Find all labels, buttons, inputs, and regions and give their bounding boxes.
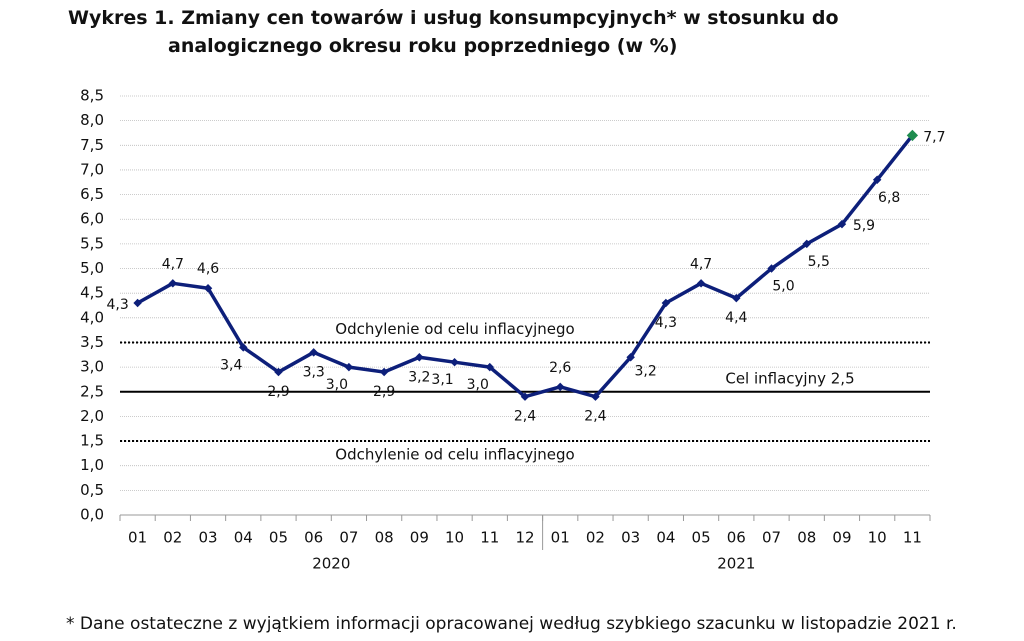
data-label: 3,0 xyxy=(467,377,489,393)
data-label: 2,6 xyxy=(549,360,571,376)
x-tick-label: 03 xyxy=(621,529,640,547)
footnote: * Dane ostateczne z wyjątkiem informacji… xyxy=(66,614,957,634)
data-point xyxy=(168,279,178,288)
y-tick-label: 4,5 xyxy=(80,284,104,302)
data-point xyxy=(661,298,671,308)
data-point xyxy=(203,284,213,293)
data-point xyxy=(344,362,354,372)
x-tick-label: 05 xyxy=(692,529,711,547)
data-point xyxy=(591,392,600,401)
y-tick-label: 8,0 xyxy=(80,111,104,129)
data-label: 4,6 xyxy=(197,261,219,277)
x-tick-label: 10 xyxy=(445,529,464,547)
x-tick-label: 05 xyxy=(269,529,288,547)
y-tick-label: 3,0 xyxy=(80,358,104,376)
data-point xyxy=(415,353,424,362)
data-point xyxy=(450,357,459,367)
x-tick-label: 09 xyxy=(832,529,851,547)
data-point xyxy=(379,367,389,377)
y-tick-label: 2,0 xyxy=(80,407,104,425)
x-tick-label: 11 xyxy=(903,529,922,547)
reference-label: Odchylenie od celu inflacyjnego xyxy=(335,320,574,338)
data-label: 4,3 xyxy=(655,315,677,331)
chart-title: Wykres 1. Zmiany cen towarów i usług kon… xyxy=(68,7,839,57)
y-tick-label: 7,5 xyxy=(80,136,104,154)
y-tick-label: 4,0 xyxy=(80,308,104,326)
y-tick-label: 1,0 xyxy=(80,456,104,474)
data-label: 4,3 xyxy=(106,297,128,313)
x-tick-label: 10 xyxy=(868,529,887,547)
data-label: 3,2 xyxy=(635,363,657,379)
data-label: 7,7 xyxy=(923,129,945,145)
y-tick-label: 6,5 xyxy=(80,185,104,203)
data-label: 2,4 xyxy=(584,409,606,425)
y-tick-label: 1,5 xyxy=(80,432,104,450)
data-label: 5,0 xyxy=(772,279,794,295)
reference-label: Odchylenie od celu inflacyjnego xyxy=(335,446,574,464)
data-label: 3,1 xyxy=(431,372,453,388)
data-label: 3,3 xyxy=(303,364,325,380)
x-tick-label: 07 xyxy=(762,529,781,547)
x-tick-label: 01 xyxy=(551,529,570,547)
data-point xyxy=(309,348,318,357)
data-point xyxy=(767,264,776,273)
y-tick-label: 6,0 xyxy=(80,210,104,228)
data-point xyxy=(133,298,142,308)
data-point xyxy=(274,367,283,377)
data-point xyxy=(732,293,741,303)
data-label: 4,4 xyxy=(725,310,747,326)
x-tick-label: 02 xyxy=(586,529,605,547)
x-tick-label: 08 xyxy=(375,529,394,547)
x-tick-label: 04 xyxy=(234,529,253,547)
x-tick-label: 08 xyxy=(797,529,816,547)
x-tick-label: 11 xyxy=(480,529,499,547)
y-tick-label: 8,5 xyxy=(80,87,104,105)
y-tick-label: 0,5 xyxy=(80,481,104,499)
data-point xyxy=(485,362,495,372)
y-tick-label: 2,5 xyxy=(80,382,104,400)
data-point xyxy=(696,279,706,288)
x-tick-label: 07 xyxy=(339,529,358,547)
y-tick-label: 5,0 xyxy=(80,259,104,277)
x-tick-label: 09 xyxy=(410,529,429,547)
data-label: 4,7 xyxy=(690,256,712,272)
data-label: 2,4 xyxy=(514,409,536,425)
x-tick-label: 06 xyxy=(727,529,746,547)
data-label: 5,5 xyxy=(808,254,830,270)
data-label: 2,9 xyxy=(267,384,289,400)
data-label: 3,4 xyxy=(220,357,242,373)
data-label: 3,0 xyxy=(326,377,348,393)
group-label: 2021 xyxy=(717,555,755,573)
data-point xyxy=(239,343,248,352)
reference-label: Cel inflacyjny 2,5 xyxy=(725,369,854,387)
data-point xyxy=(520,392,530,401)
x-tick-label: 12 xyxy=(515,529,534,547)
x-tick-label: 01 xyxy=(128,529,147,547)
data-point xyxy=(626,353,635,362)
data-point xyxy=(555,382,565,392)
data-label: 3,2 xyxy=(408,369,430,385)
data-point xyxy=(906,129,919,142)
y-tick-label: 3,5 xyxy=(80,333,104,351)
x-tick-label: 04 xyxy=(656,529,675,547)
data-label: 2,9 xyxy=(373,384,395,400)
data-label: 5,9 xyxy=(853,218,875,234)
y-tick-label: 7,0 xyxy=(80,160,104,178)
data-label: 6,8 xyxy=(878,190,900,206)
chart: 0,0 0,5 1,0 1,5 2,0 2,5 3,0 3,5 4,0 4,5 5,0 5,5 6,0 6… xyxy=(80,87,945,573)
group-label: 2020 xyxy=(312,555,350,573)
data-line xyxy=(136,134,914,399)
x-tick-label: 06 xyxy=(304,529,323,547)
y-tick-label: 0,0 xyxy=(80,506,104,524)
data-label: 4,7 xyxy=(162,256,184,272)
x-tick-label: 03 xyxy=(198,529,217,547)
y-tick-label: 5,5 xyxy=(80,234,104,252)
x-tick-label: 02 xyxy=(163,529,182,547)
